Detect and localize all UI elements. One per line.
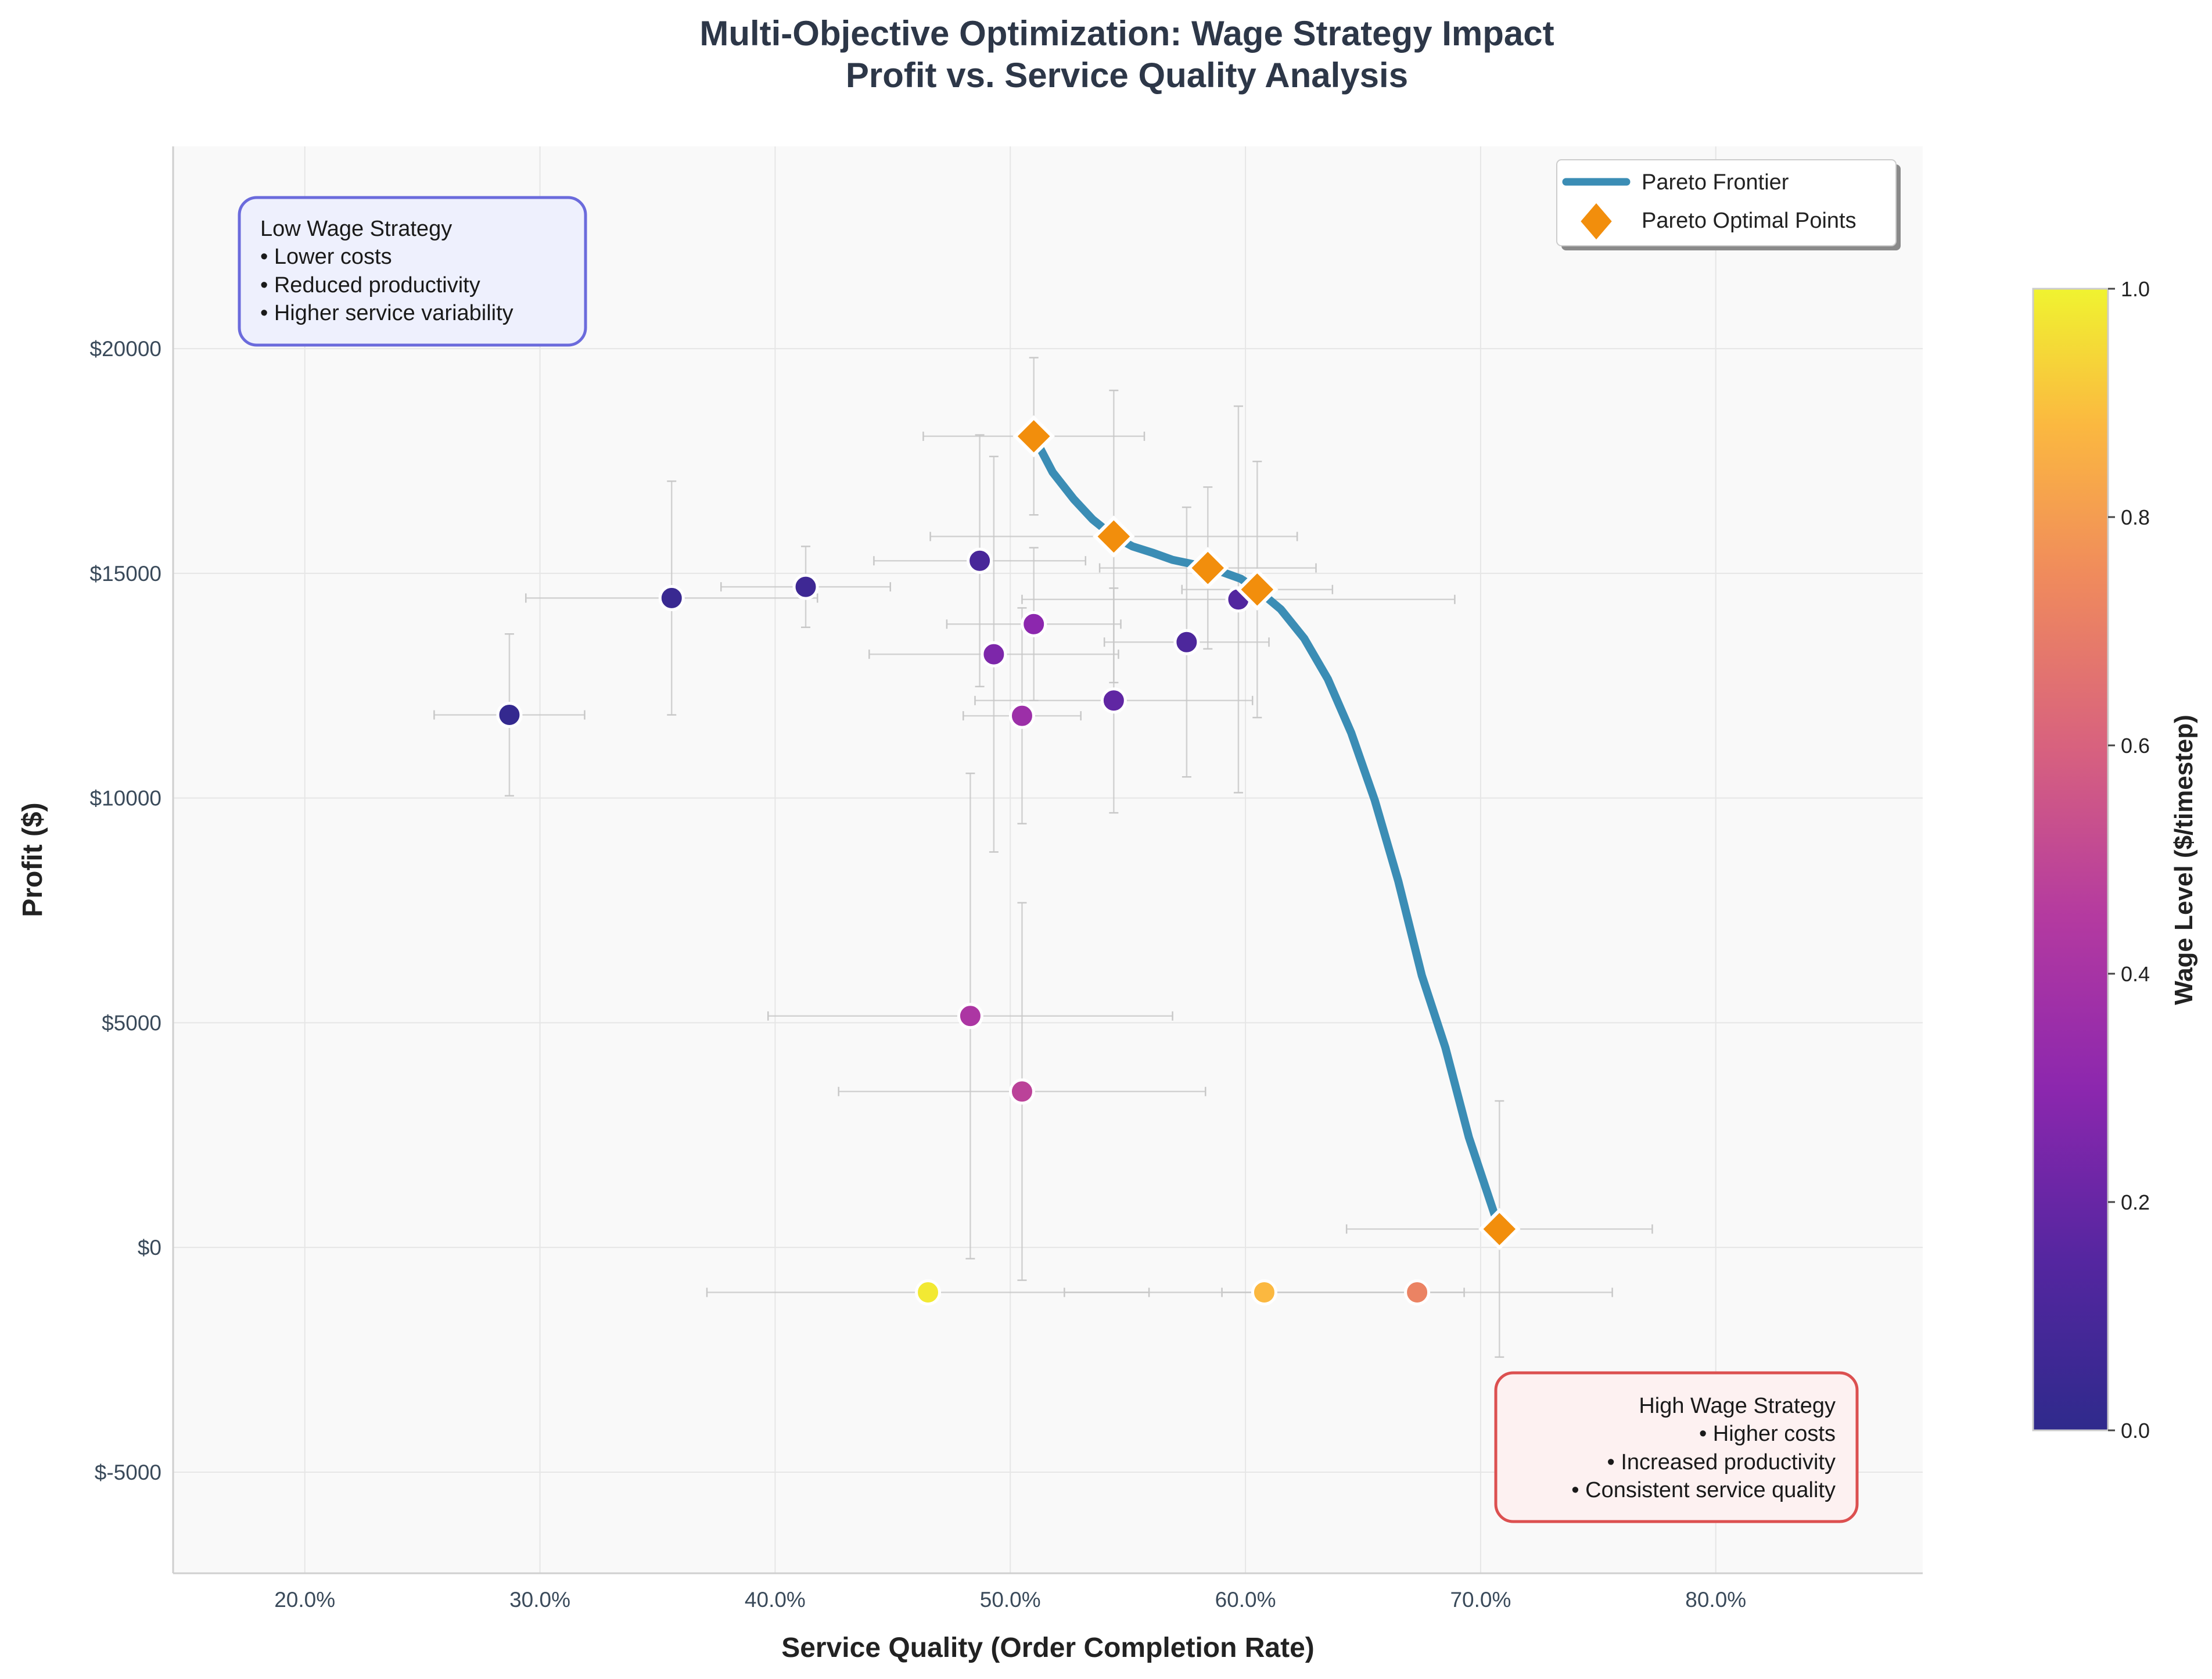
y-tick-label: $20000 [90, 337, 161, 361]
colorbar-tick-label: 0.6 [2121, 734, 2150, 758]
pareto-optimal-point [1478, 1208, 1521, 1250]
colorbar-gradient [2032, 288, 2109, 1432]
scatter-point [792, 573, 819, 600]
x-axis-label: Service Quality (Order Completion Rate) [781, 1633, 1315, 1663]
y-tick-label: $5000 [102, 1011, 161, 1035]
colorbar-tick-label: 1.0 [2121, 277, 2150, 301]
chart-subtitle-line: Profit vs. Service Quality Analysis [846, 56, 1408, 95]
legend-box [1556, 159, 1897, 246]
x-tick-label: 30.0% [509, 1588, 570, 1612]
pareto-optimal-points [1012, 415, 1521, 1250]
scatter-point [1021, 611, 1047, 637]
x-tick-label: 50.0% [980, 1588, 1041, 1612]
scatter-point [1008, 1078, 1035, 1105]
x-axis-ticks: 20.0% 30.0% 40.0% 50.0% 60.0% 70.0% 80.0% [274, 1588, 1746, 1612]
annotation-low-wage-line-1: Low Wage Strategy [260, 217, 452, 241]
x-tick-label: 80.0% [1685, 1588, 1746, 1612]
y-tick-label: $10000 [90, 787, 161, 810]
scatter-point [967, 547, 993, 574]
scatter-point [981, 641, 1007, 668]
chart-title-line: Multi-Objective Optimization: Wage Strat… [699, 14, 1554, 53]
pareto-optimal-point [1012, 415, 1055, 458]
scatter-point [1404, 1279, 1431, 1306]
annotation-high-wage: High Wage Strategy • Higher costs • Incr… [1494, 1371, 1859, 1523]
legend-diamond-swatch [1577, 199, 1616, 244]
colorbar: 0.0 0.2 0.4 0.6 0.8 1.0 Wage Level ($/timeste… [2032, 277, 2198, 1443]
y-tick-label: $-5000 [95, 1461, 161, 1484]
annotation-high-wage-line-2: • Higher costs [1699, 1422, 1836, 1446]
annotation-high-wage-line-4: • Consistent service quality [1571, 1478, 1836, 1502]
chart-title: Multi-Objective Optimization: Wage Strat… [699, 14, 1554, 95]
scatter-point [1100, 687, 1127, 714]
legend: Pareto Frontier Pareto Optimal Points [1556, 159, 1901, 250]
scatter-point [1251, 1279, 1277, 1306]
annotation-high-wage-box [1494, 1371, 1859, 1523]
pareto-optimal-point [1093, 515, 1135, 558]
annotation-high-wage-line-1: High Wage Strategy [1639, 1394, 1836, 1418]
y-tick-label: $0 [138, 1236, 161, 1260]
colorbar-tick-label: 0.0 [2121, 1419, 2150, 1443]
legend-label-pareto-points: Pareto Optimal Points [1642, 209, 1857, 233]
colorbar-tick-label: 0.2 [2121, 1190, 2150, 1214]
annotation-low-wage-line-3: • Reduced productivity [260, 273, 480, 297]
x-tick-label: 70.0% [1450, 1588, 1511, 1612]
pareto-optimal-point [1236, 568, 1279, 611]
scatter-point [957, 1003, 983, 1029]
scatter-point [496, 702, 523, 729]
colorbar-tick-label: 0.8 [2121, 505, 2150, 529]
y-axis-label: Profit ($) [17, 802, 48, 917]
colorbar-ticks: 0.0 0.2 0.4 0.6 0.8 1.0 [2108, 277, 2150, 1443]
y-tick-label: $15000 [90, 562, 161, 586]
x-tick-label: 20.0% [274, 1588, 335, 1612]
x-tick-label: 60.0% [1215, 1588, 1276, 1612]
scatter-point [658, 584, 685, 611]
grid [173, 146, 1923, 1573]
annotation-low-wage-line-2: • Lower costs [260, 245, 392, 269]
pareto-optimal-point [1187, 547, 1229, 589]
annotation-high-wage-line-3: • Increased productivity [1607, 1450, 1836, 1474]
colorbar-label: Wage Level ($/timestep) [2170, 715, 2198, 1005]
annotation-low-wage-box [238, 196, 587, 347]
scatter-point [1173, 629, 1200, 655]
y-axis-ticks: $-5000 $0 $5000 $10000 $15000 $20000 [90, 337, 161, 1484]
x-tick-label: 40.0% [745, 1588, 806, 1612]
scatter-point [1008, 702, 1035, 729]
colorbar-tick-label: 0.4 [2121, 962, 2150, 986]
scatter-points [496, 547, 1431, 1306]
scatter-point [915, 1279, 942, 1306]
annotation-low-wage: Low Wage Strategy • Lower costs • Reduce… [238, 196, 587, 347]
legend-label-pareto-frontier: Pareto Frontier [1642, 170, 1789, 195]
plot-area [173, 146, 1923, 1573]
annotation-low-wage-line-4: • Higher service variability [260, 301, 514, 325]
